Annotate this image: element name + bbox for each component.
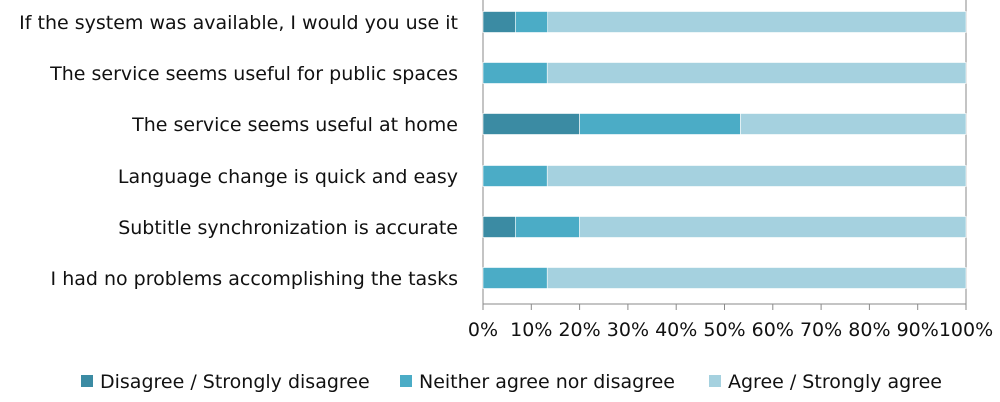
x-tick-label: 100% (939, 319, 993, 341)
bar-segment-3-row-3 (740, 113, 967, 135)
x-tick-label: 30% (607, 319, 649, 341)
bar-segment-2-row-2 (482, 62, 548, 84)
bar-segment-2-row-5 (515, 216, 580, 238)
category-label: Language change is quick and easy (118, 166, 458, 188)
bar-segment-2-row-3 (579, 113, 741, 135)
x-tick-label: 90% (897, 319, 939, 341)
legend-swatch (400, 375, 412, 387)
category-labels: If the system was available, I would you… (19, 12, 458, 290)
x-tick-label: 20% (558, 319, 600, 341)
x-tick-label: 10% (510, 319, 552, 341)
legend-label: Disagree / Strongly disagree (100, 371, 370, 393)
legend-swatch (709, 375, 721, 387)
category-label: If the system was available, I would you… (19, 12, 458, 34)
legend-swatch (81, 375, 93, 387)
x-tick-label: 50% (703, 319, 745, 341)
bar-segment-1-row-1 (482, 11, 516, 33)
x-tick-label: 40% (655, 319, 697, 341)
category-label: The service seems useful at home (131, 114, 458, 136)
bar-segment-1-row-5 (482, 216, 516, 238)
bar-segment-2-row-6 (482, 267, 548, 289)
legend-label: Neither agree nor disagree (419, 371, 675, 393)
bar-segment-3-row-5 (579, 216, 967, 238)
category-label: Subtitle synchronization is accurate (118, 217, 458, 239)
x-axis-ticks: 0% 10% 20% 30% 40% 50% 60% 70% 80% 90% 100% (468, 304, 993, 341)
bar-segment-2-row-4 (482, 165, 548, 187)
x-tick-label: 70% (800, 319, 842, 341)
x-tick-label: 0% (468, 319, 498, 341)
bar-segment-3-row-1 (547, 11, 967, 33)
legend: Disagree / Strongly disagree Neither agre… (81, 371, 942, 393)
bar-segment-2-row-1 (515, 11, 549, 33)
x-tick-label: 80% (848, 319, 890, 341)
x-tick-label: 60% (752, 319, 794, 341)
bar-segment-1-row-3 (482, 113, 580, 135)
legend-label: Agree / Strongly agree (728, 371, 942, 393)
category-label: The service seems useful for public spac… (49, 63, 458, 85)
bar-segment-3-row-4 (546, 165, 967, 187)
bar-segment-3-row-2 (546, 62, 967, 84)
category-label: I had no problems accomplishing the task… (51, 268, 458, 290)
bar-segment-3-row-6 (546, 267, 967, 289)
plot-area (482, 0, 967, 310)
